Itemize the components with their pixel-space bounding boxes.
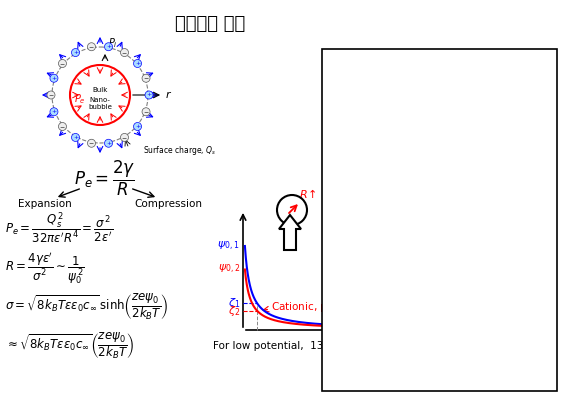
Text: $\gamma$ : surface  tension: $\gamma$ : surface tension <box>330 85 426 98</box>
Text: +: + <box>106 44 111 49</box>
Text: Nano-: Nano- <box>90 97 111 103</box>
Text: Surface charge, $Q_s$: Surface charge, $Q_s$ <box>143 144 217 157</box>
Text: −: − <box>122 135 127 140</box>
Circle shape <box>71 48 80 56</box>
Text: +: + <box>146 93 151 98</box>
Text: +: + <box>73 50 78 55</box>
Text: $\sigma$ : surface  charge  density: $\sigma$ : surface charge density <box>330 214 467 227</box>
Text: $P_e$: $P_e$ <box>74 92 86 106</box>
Text: Bulk: Bulk <box>93 87 108 93</box>
Text: $P_e = \dfrac{2\gamma}{R}$: $P_e = \dfrac{2\gamma}{R}$ <box>75 158 136 198</box>
Text: −: − <box>144 109 149 114</box>
Text: −: − <box>144 76 149 81</box>
Text: $\kappa^{-1}$: $\kappa^{-1}$ <box>340 322 362 338</box>
Text: $\varepsilon' = \varepsilon\varepsilon_0$: $\varepsilon' = \varepsilon\varepsilon_0… <box>330 149 366 163</box>
Text: −: − <box>122 50 127 55</box>
Text: $\psi_{0,2}$: $\psi_{0,2}$ <box>218 263 240 276</box>
Circle shape <box>50 74 58 82</box>
Circle shape <box>121 133 128 141</box>
Text: $P_i$: $P_i$ <box>108 36 118 50</box>
Text: $Q_s$ : surface  charge: $Q_s$ : surface charge <box>330 128 430 142</box>
Circle shape <box>142 108 150 116</box>
Circle shape <box>88 139 95 147</box>
Text: $R\!\uparrow$: $R\!\uparrow$ <box>299 187 316 200</box>
Text: For low potential,  13% error: For low potential, 13% error <box>213 341 362 351</box>
Text: $k_B$ : Boltzmann  constant: $k_B$ : Boltzmann constant <box>330 235 453 248</box>
Text: bubble: bubble <box>88 104 112 110</box>
Polygon shape <box>279 215 301 250</box>
Text: $e$ : elementary  charge: $e$ : elementary charge <box>330 320 443 333</box>
Text: $\approx \sqrt{8k_BT\varepsilon\varepsilon_0 c_\infty}\left(\dfrac{ze\psi_0}{2k_: $\approx \sqrt{8k_BT\varepsilon\varepsil… <box>5 331 135 361</box>
Text: Compression: Compression <box>134 199 202 209</box>
Circle shape <box>134 60 141 67</box>
Text: +: + <box>51 76 57 81</box>
Circle shape <box>88 43 95 51</box>
Text: $\psi_{0,1}$: $\psi_{0,1}$ <box>218 239 240 252</box>
Text: $P_e = \dfrac{Q_s^2}{32\pi\varepsilon' R^4} = \dfrac{\sigma^2}{2\varepsilon'}$: $P_e = \dfrac{Q_s^2}{32\pi\varepsilon' R… <box>5 210 113 245</box>
Circle shape <box>104 139 113 147</box>
Circle shape <box>71 133 80 141</box>
Text: Cationic, pH $\downarrow$: Cationic, pH $\downarrow$ <box>272 300 348 314</box>
Circle shape <box>58 123 66 131</box>
Text: $\kappa^{-1}$ : Debye length: $\kappa^{-1}$ : Debye length <box>330 361 424 377</box>
Text: $T$ : temperature: $T$ : temperature <box>330 256 409 270</box>
Text: −: − <box>48 93 54 98</box>
Text: $P_e$ : electrostatic  pressure: $P_e$ : electrostatic pressure <box>330 64 463 78</box>
Text: 나노버블 구조: 나노버블 구조 <box>175 15 245 33</box>
Circle shape <box>47 91 55 99</box>
Text: +: + <box>51 109 57 114</box>
Circle shape <box>134 123 141 131</box>
Text: +: + <box>135 124 140 129</box>
Text: −: − <box>89 141 94 146</box>
Circle shape <box>145 91 153 99</box>
Text: $\varepsilon_0$ : permittivity  of vacuum: $\varepsilon_0$ : permittivity of vacuum <box>330 192 467 205</box>
Text: $R = \dfrac{4\gamma\varepsilon'}{\sigma^2} \sim \dfrac{1}{\psi_0^{\,2}}$: $R = \dfrac{4\gamma\varepsilon'}{\sigma^… <box>5 250 85 286</box>
Text: $r$: $r$ <box>165 89 172 100</box>
Text: $z$ : salt valence: $z$ : salt valence <box>330 300 405 311</box>
Text: $\sigma = \sqrt{8k_BT\varepsilon\varepsilon_0 c_\infty}\,\sinh\!\left(\dfrac{ze\: $\sigma = \sqrt{8k_BT\varepsilon\varepsi… <box>5 292 168 322</box>
Text: Expansion: Expansion <box>18 199 72 209</box>
Text: $\zeta_2$: $\zeta_2$ <box>228 304 240 318</box>
Text: +: + <box>73 135 78 140</box>
Text: +: + <box>135 61 140 66</box>
Text: $c_{\infty}$ : concentration  of co-ions in bulk: $c_{\infty}$ : concentration of co-ions … <box>330 279 512 289</box>
Circle shape <box>50 108 58 116</box>
Circle shape <box>104 43 113 51</box>
Text: $\zeta_1$: $\zeta_1$ <box>228 297 240 310</box>
Text: $R$ : radius  of nanobubble: $R$ : radius of nanobubble <box>330 107 456 119</box>
Circle shape <box>58 60 66 67</box>
Circle shape <box>121 48 128 56</box>
Circle shape <box>142 74 150 82</box>
Text: +: + <box>106 141 111 146</box>
Text: $\psi_0$ : surface  potential: $\psi_0$ : surface potential <box>330 341 439 355</box>
FancyBboxPatch shape <box>322 49 557 391</box>
Text: −: − <box>89 44 94 49</box>
Text: −: − <box>60 124 65 129</box>
Text: −: − <box>60 61 65 66</box>
Text: $\varepsilon$ : relative permittivity (water): $\varepsilon$ : relative permittivity (w… <box>330 170 484 184</box>
